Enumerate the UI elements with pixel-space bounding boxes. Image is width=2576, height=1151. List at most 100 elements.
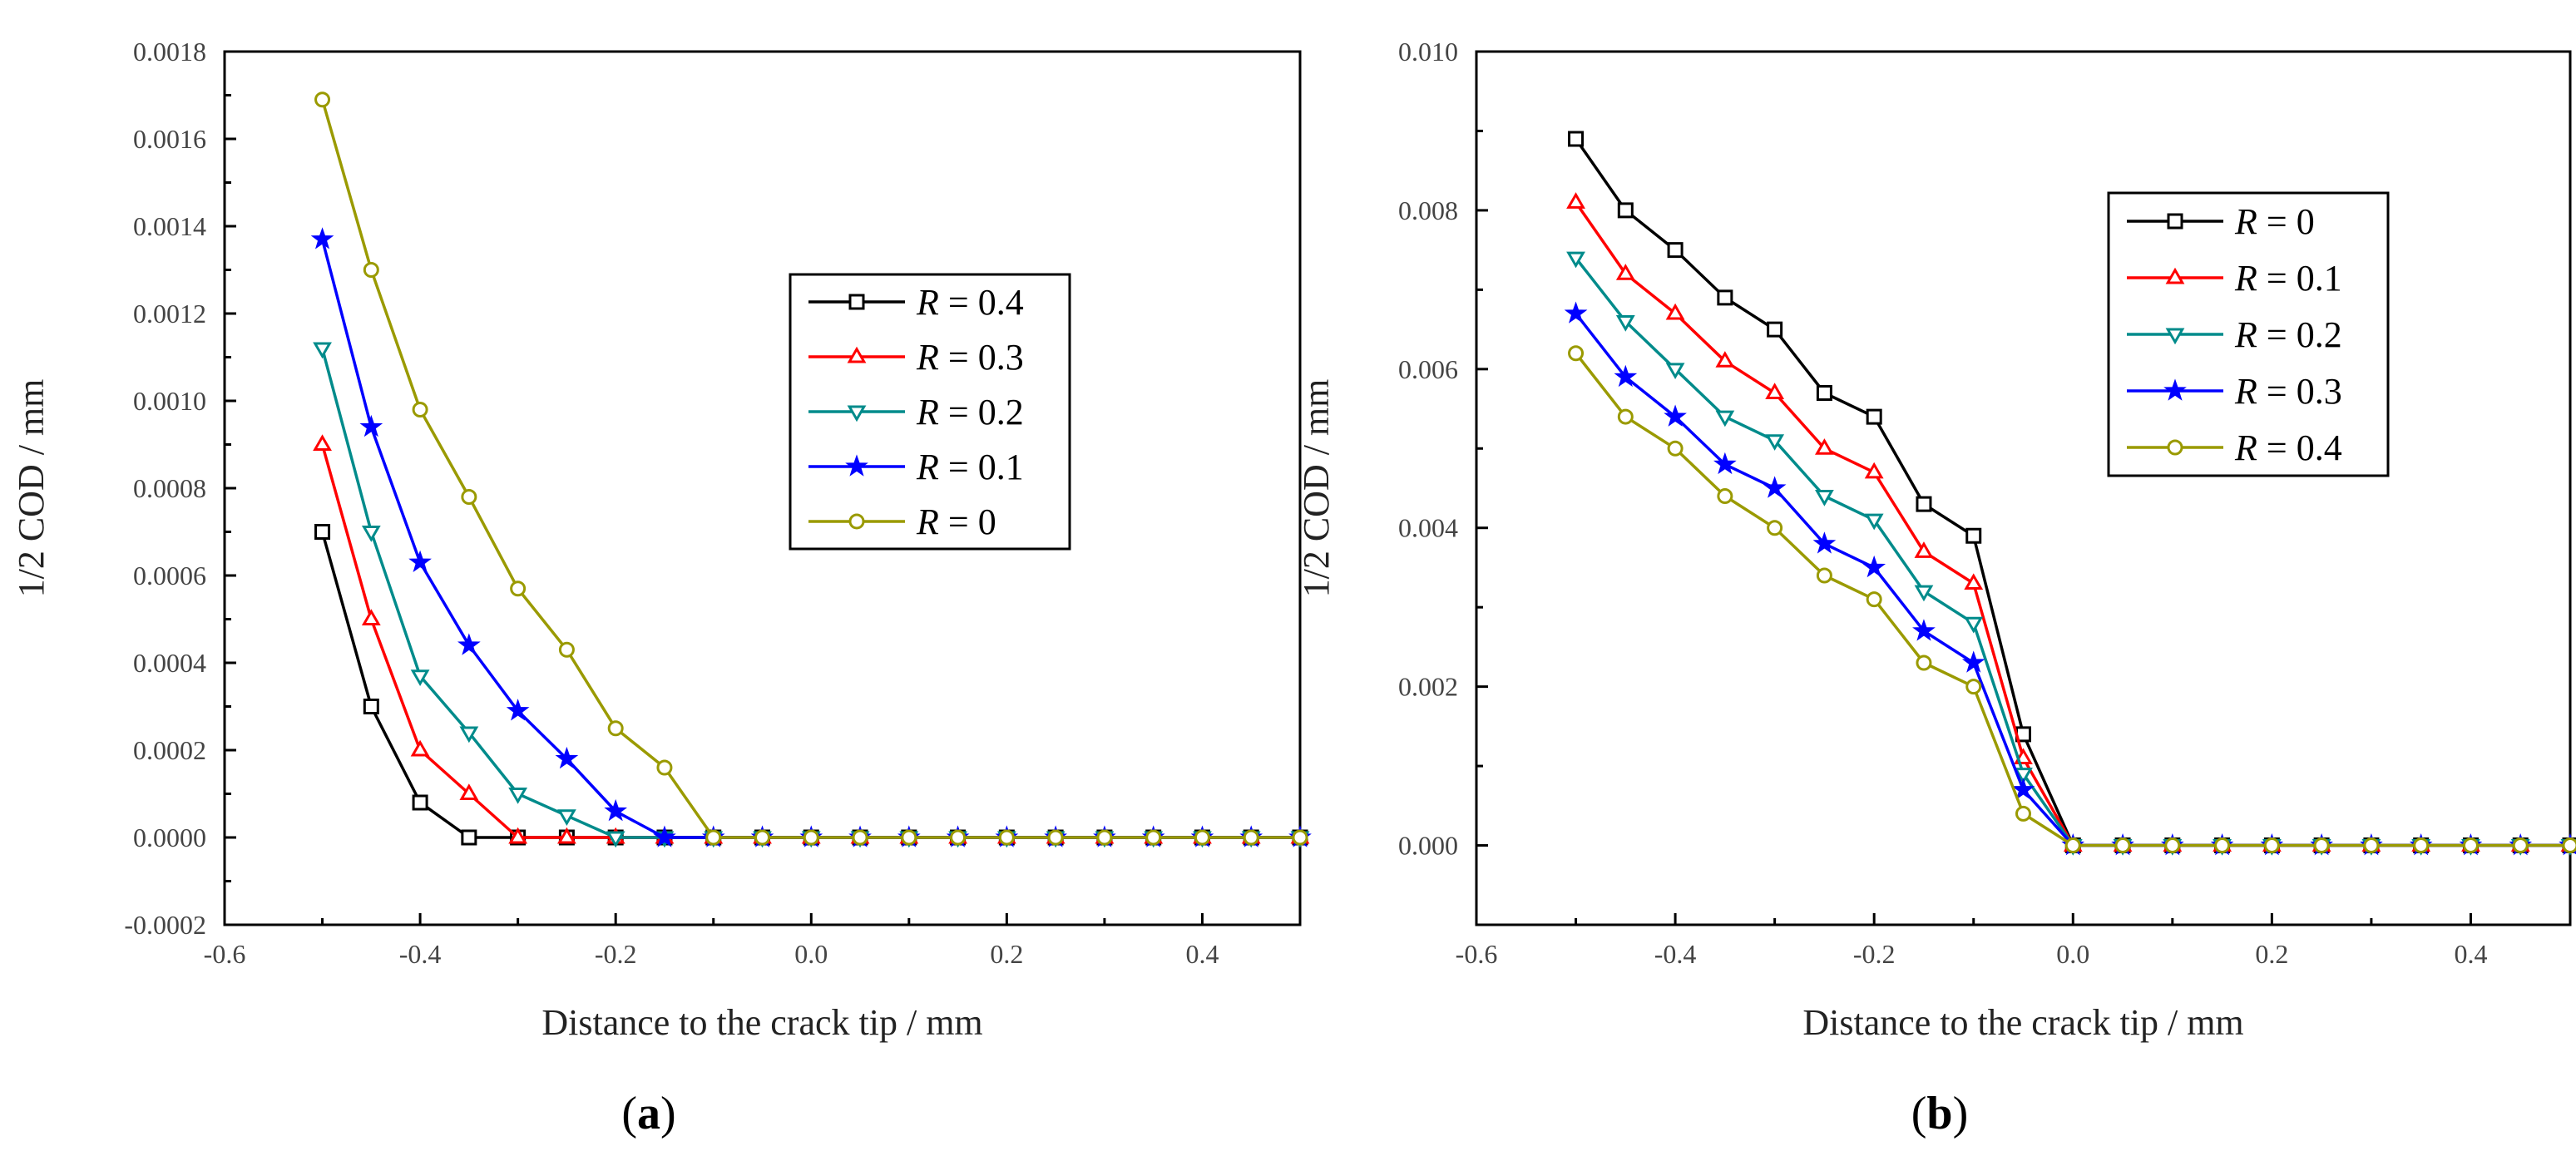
data-point bbox=[2014, 768, 2033, 784]
panel-caption-letter: b bbox=[1926, 1088, 1952, 1139]
y-tick-label: 0.0012 bbox=[133, 299, 206, 329]
data-point bbox=[2011, 778, 2035, 800]
data-point bbox=[754, 829, 770, 846]
data-point bbox=[557, 809, 576, 826]
data-point bbox=[1914, 541, 1934, 558]
data-point bbox=[506, 699, 530, 721]
data-point bbox=[2214, 837, 2231, 854]
x-tick-label: -0.2 bbox=[1853, 939, 1896, 969]
panel-caption-close: ) bbox=[1953, 1088, 1969, 1139]
data-point bbox=[1145, 829, 1162, 846]
legend-item: R = 0.1 bbox=[2127, 258, 2342, 299]
y-tick-label: 0.000 bbox=[1398, 831, 1458, 861]
y-tick-label: 0.008 bbox=[1398, 195, 1458, 225]
y-tick-label: 0.0010 bbox=[133, 386, 206, 416]
data-point bbox=[1667, 242, 1684, 259]
y-tick-label: 0.0018 bbox=[133, 37, 206, 67]
data-point bbox=[1765, 434, 1785, 451]
data-point bbox=[901, 829, 917, 846]
legend-label: R = 0.1 bbox=[916, 447, 1024, 487]
legend-item: R = 0.1 bbox=[808, 447, 1024, 487]
data-point bbox=[1964, 573, 1984, 590]
legend-label: R = 0.4 bbox=[2234, 427, 2342, 468]
chart-panel-b: -0.6 -0.4 -0.2 0.0 0.2 0.4 0.000 0.002 0.004 0.00… bbox=[1296, 37, 2576, 1139]
data-point bbox=[1965, 679, 1982, 695]
legend-label-var: R bbox=[2234, 201, 2257, 242]
legend-label-value: = 0.4 bbox=[939, 282, 1024, 323]
x-tick-label: 0.2 bbox=[2255, 939, 2288, 969]
data-point bbox=[1667, 440, 1684, 457]
data-point bbox=[1096, 829, 1113, 846]
data-point bbox=[1717, 488, 1733, 505]
x-tick-label: -0.4 bbox=[399, 939, 442, 969]
data-point bbox=[461, 829, 477, 846]
legend-swatch-marker bbox=[848, 513, 865, 530]
legend-swatch-marker bbox=[848, 294, 865, 310]
x-tick-label: 0.4 bbox=[1185, 939, 1219, 969]
legend-swatch-marker bbox=[2165, 328, 2185, 345]
data-point bbox=[998, 829, 1015, 846]
legend-label-value: = 0.3 bbox=[2257, 371, 2342, 412]
data-point bbox=[557, 827, 576, 844]
data-point bbox=[2512, 837, 2529, 854]
legend-label-value: = 0 bbox=[2257, 201, 2315, 242]
data-point bbox=[607, 720, 624, 737]
series-line-r-0-4 bbox=[1575, 352, 2570, 847]
data-point bbox=[1566, 192, 1585, 209]
data-point bbox=[1715, 351, 1735, 368]
data-point bbox=[313, 434, 332, 451]
x-tick-label: 0.2 bbox=[990, 939, 1023, 969]
data-point bbox=[604, 798, 628, 822]
x-axis-label: Distance to the crack tip / mm bbox=[1802, 1002, 2243, 1043]
y-tick-label: 0.0000 bbox=[133, 822, 206, 852]
data-point bbox=[2413, 837, 2430, 854]
legend: R = 0.4R = 0.3R = 0.2R = 0.1R = 0 bbox=[789, 273, 1071, 551]
data-point bbox=[412, 402, 428, 417]
x-tick-label: 0.0 bbox=[2056, 939, 2089, 969]
y-tick-label: 0.004 bbox=[1398, 513, 1458, 543]
data-point bbox=[1194, 829, 1210, 846]
data-point bbox=[1866, 408, 1882, 425]
data-point bbox=[2363, 837, 2380, 854]
y-tick-label: 0.002 bbox=[1398, 672, 1458, 702]
legend-item: R = 0.4 bbox=[2127, 427, 2342, 468]
data-point bbox=[1564, 301, 1588, 324]
legend-item: R = 0 bbox=[2127, 201, 2315, 242]
legend-label-var: R bbox=[2234, 427, 2257, 468]
data-point bbox=[313, 342, 332, 359]
data-point bbox=[1763, 476, 1787, 498]
data-point bbox=[1568, 131, 1585, 147]
data-point bbox=[1812, 531, 1837, 554]
legend-label: R = 0 bbox=[916, 501, 996, 542]
legend-label-value: = 0 bbox=[939, 501, 996, 542]
legend-label-var: R bbox=[916, 282, 939, 323]
data-point bbox=[1717, 289, 1733, 306]
data-point bbox=[361, 526, 381, 542]
data-point bbox=[852, 829, 868, 846]
data-point bbox=[1964, 616, 1984, 634]
data-point bbox=[2015, 805, 2031, 822]
data-point bbox=[1665, 363, 1685, 380]
data-point bbox=[950, 829, 967, 846]
legend-label-value: = 0.2 bbox=[2257, 314, 2342, 355]
series-line-r-0-2 bbox=[1575, 257, 2570, 847]
legend-label-var: R bbox=[2234, 258, 2257, 299]
data-point bbox=[461, 489, 477, 505]
panel-caption-open: ( bbox=[621, 1088, 637, 1139]
plot-frame bbox=[1475, 50, 2572, 926]
data-point bbox=[1614, 364, 1638, 388]
legend-label-var: R bbox=[916, 501, 939, 542]
data-point bbox=[1912, 619, 1936, 641]
data-point bbox=[2562, 837, 2576, 854]
legend-label-value: = 0.1 bbox=[939, 447, 1024, 487]
legend-label-value: = 0.4 bbox=[2257, 427, 2342, 468]
legend-label-value: = 0.1 bbox=[2257, 258, 2342, 299]
legend-swatch-marker bbox=[845, 454, 868, 477]
y-tick-label: 0.010 bbox=[1398, 37, 1458, 67]
data-point bbox=[2064, 837, 2081, 854]
legend-item: R = 0.3 bbox=[2127, 371, 2342, 412]
data-point bbox=[1864, 462, 1884, 479]
legend-label: R = 0.3 bbox=[2234, 371, 2342, 412]
data-point bbox=[1047, 829, 1064, 846]
